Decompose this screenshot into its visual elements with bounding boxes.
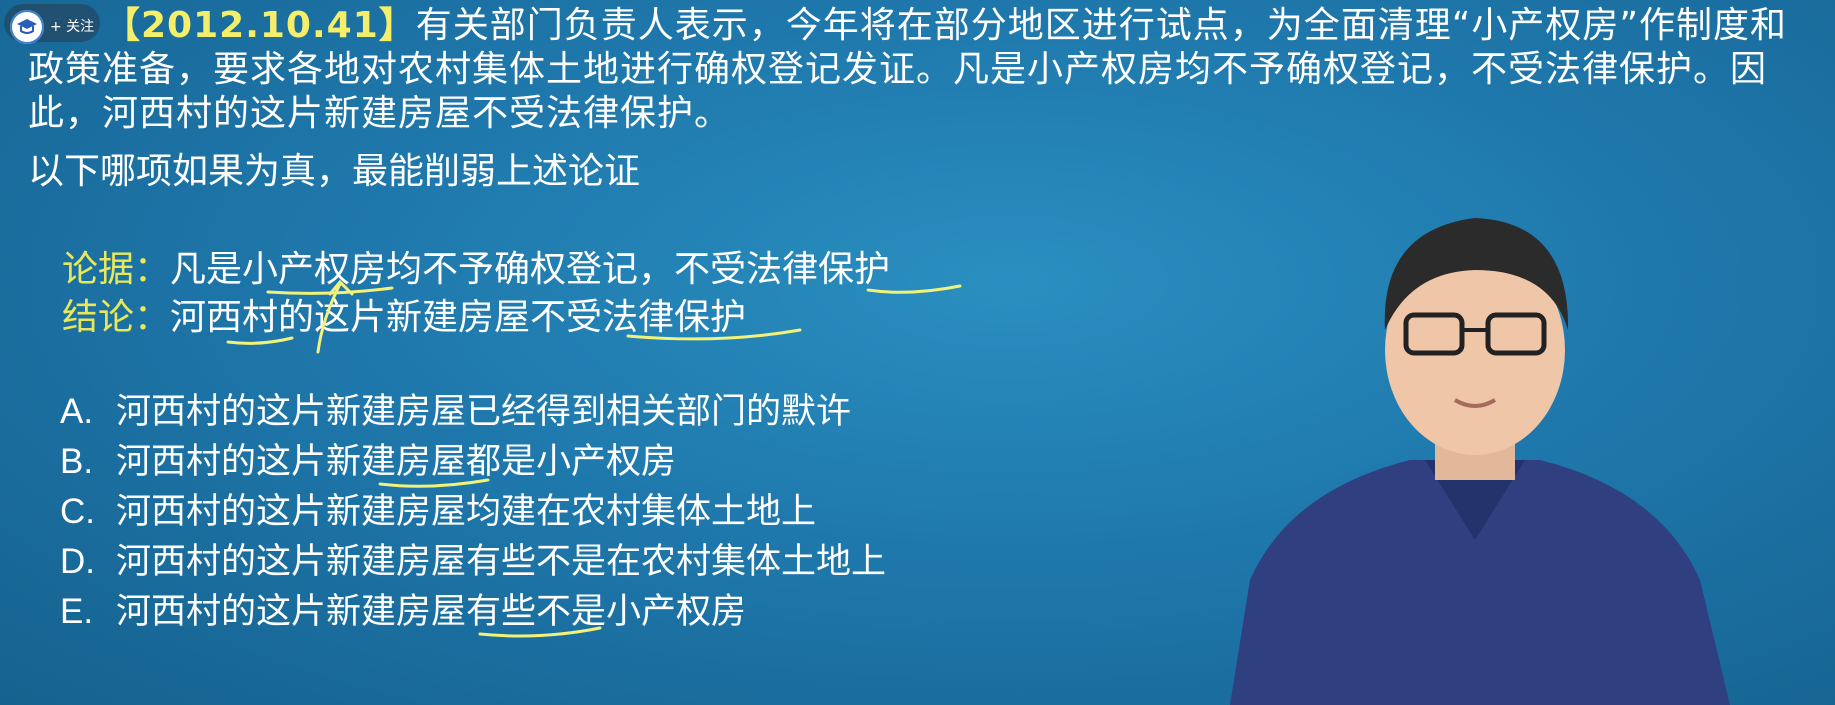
option-b: B. 河西村的这片新建房屋都是小产权房 [60,440,676,484]
option-e: E. 河西村的这片新建房屋有些不是小产权房 [60,590,746,634]
option-text: 河西村的这片新建房屋有些不是在农村集体土地上 [116,542,887,582]
option-c: C. 河西村的这片新建房屋均建在农村集体土地上 [60,490,816,534]
option-d: D. 河西村的这片新建房屋有些不是在农村集体土地上 [60,540,886,584]
conclusion-line: 结论：河西村的这片新建房屋不受法律保护 [62,296,746,340]
option-text: 河西村的这片新建房屋已经得到相关部门的默许 [116,392,852,432]
premise-line: 论据：凡是小产权房均不予确权登记，不受法律保护 [62,248,890,292]
conclusion-text: 河西村的这片新建房屋不受法律保护 [170,297,747,338]
premise-text: 凡是小产权房均不予确权登记，不受法律保护 [170,249,891,290]
option-text: 河西村的这片新建房屋有些不是小产权房 [116,592,747,632]
premise-label: 论据： [62,249,171,290]
follow-button[interactable]: + 关注 [4,4,100,44]
option-letter: D. [60,542,95,581]
option-letter: C. [60,492,95,531]
question-tag: 【2012.10.41】 [104,5,416,46]
question-prompt: 以下哪项如果为真，最能削弱上述论证 [28,151,641,192]
follow-label: + 关注 [50,19,95,35]
question-stem: 【2012.10.41】有关部门负责人表示，今年将在部分地区进行试点，为全面清理… [28,4,1808,136]
option-letter: E. [60,592,94,631]
option-text: 河西村的这片新建房屋都是小产权房 [116,442,677,482]
option-text: 河西村的这片新建房屋均建在农村集体土地上 [116,492,817,532]
option-letter: B. [60,442,94,481]
option-a: A. 河西村的这片新建房屋已经得到相关部门的默许 [60,390,851,434]
presenter-video [1230,218,1730,705]
conclusion-label: 结论： [62,297,171,338]
question-body: 有关部门负责人表示，今年将在部分地区进行试点，为全面清理“小产权房”作制度和政策… [28,5,1788,134]
channel-logo-icon [10,10,44,44]
option-letter: A. [60,392,94,431]
